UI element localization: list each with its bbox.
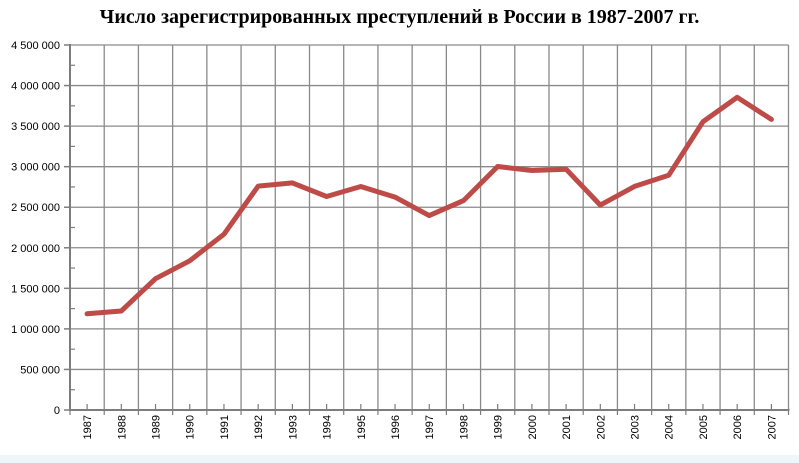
x-axis-label: 1990: [185, 415, 197, 439]
x-axis-label: 1999: [493, 415, 505, 439]
x-axis-label: 2002: [595, 415, 607, 439]
x-axis-label: 1993: [287, 415, 299, 439]
x-axis-label: 2000: [527, 415, 539, 439]
x-axis-label: 1991: [219, 415, 231, 439]
x-axis-label: 2004: [664, 415, 676, 439]
x-axis-label: 2005: [698, 415, 710, 439]
x-axis-label: 1989: [151, 415, 163, 439]
y-axis-label: 1 500 000: [11, 283, 60, 295]
x-axis-label: 2001: [561, 415, 573, 439]
y-axis-label: 0: [54, 405, 60, 417]
y-axis-label: 2 000 000: [11, 243, 60, 255]
x-axis-label: 1988: [116, 415, 128, 439]
x-axis-label: 1994: [322, 415, 334, 439]
y-axis-label: 3 500 000: [11, 121, 60, 133]
x-axis-label: 1997: [424, 415, 436, 439]
x-axis-label: 2003: [630, 415, 642, 439]
x-axis-label: 1995: [356, 415, 368, 439]
y-axis-label: 4 000 000: [11, 81, 60, 93]
y-axis-label: 4 500 000: [11, 40, 60, 52]
y-axis-label: 2 500 000: [11, 202, 60, 214]
chart-title: Число зарегистрированных преступлений в …: [99, 6, 700, 28]
x-axis-label: 1998: [458, 415, 470, 439]
bottom-strip: [0, 455, 799, 463]
x-axis-label: 2006: [732, 415, 744, 439]
x-axis-label: 1996: [390, 415, 402, 439]
x-axis-label: 1992: [253, 415, 265, 439]
y-axis-label: 1 000 000: [11, 324, 60, 336]
y-axis-label: 3 000 000: [11, 162, 60, 174]
x-axis-label: 1987: [82, 415, 94, 439]
y-axis-label: 500 000: [20, 364, 60, 376]
data-series-line: [84, 94, 774, 317]
x-axis-label: 2007: [766, 415, 778, 439]
